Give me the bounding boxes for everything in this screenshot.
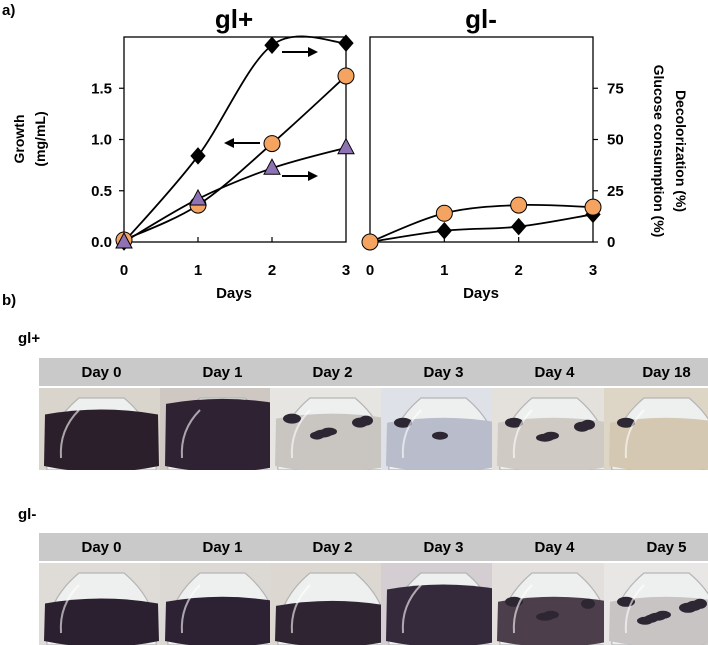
arrow-right-icon [308, 171, 318, 181]
flask-photo [270, 563, 395, 645]
diamond-marker [264, 36, 280, 54]
chart-gl-minus: gl- Days Decolorization (%) Glucose cons… [361, 4, 689, 302]
flask-photo-tile: Day 2 [270, 533, 395, 645]
day-label: Day 3 [381, 358, 506, 386]
flask-photo [492, 563, 617, 645]
row-label-gl-plus: gl+ [18, 330, 41, 347]
x-tick-label: 1 [194, 262, 202, 279]
flask-photo-tile: Day 5 [604, 533, 708, 645]
diamond-marker [338, 34, 354, 52]
chart-title: gl+ [215, 4, 253, 34]
right-axis-label-outer: Decolorization (%) [673, 90, 689, 212]
day-label: Day 2 [270, 533, 395, 561]
x-axis-label: Days [216, 285, 252, 302]
flask-photo [160, 388, 285, 470]
day-label: Day 3 [381, 533, 506, 561]
day-label: Day 2 [270, 358, 395, 386]
flask-photo-tile: Day 1 [160, 358, 285, 470]
y-tick-label: 0.5 [91, 183, 112, 200]
x-tick-label: 0 [120, 262, 128, 279]
circle-marker [337, 67, 355, 85]
day-label: Day 18 [604, 358, 708, 386]
x-tick-label: 2 [268, 262, 276, 279]
flask-photo-tile: Day 4 [492, 358, 617, 470]
flask-photo-tile: Day 1 [160, 533, 285, 645]
y-tick-label: 1.0 [91, 132, 112, 149]
flask-photo-tile: Day 2 [270, 358, 395, 470]
x-tick-label: 0 [366, 262, 374, 279]
arrow-left-icon [224, 138, 234, 148]
series-line [123, 75, 347, 241]
y-axis-label-line1: Growth [11, 115, 27, 164]
series-line [123, 146, 347, 243]
flask-photo-tile: Day 0 [39, 533, 164, 645]
chart-title: gl- [465, 4, 497, 34]
charts-area: gl+ Growth (mg/mL) Days 0 1 2 3 0.0 0.5 1.0 1.5… [11, 4, 689, 302]
flask-photo-tile: Day 3 [381, 533, 506, 645]
flask-photo-tile: Day 0 [39, 358, 164, 470]
flask-photo-tile: Day 4 [492, 533, 617, 645]
y2-tick-label: 0 [607, 234, 615, 251]
flask-photo-tile: Day 18 [604, 358, 708, 470]
circle-marker [584, 198, 602, 216]
x-tick-label: 3 [342, 262, 350, 279]
panel-a-label: a) [2, 2, 16, 19]
x-tick-label: 2 [514, 262, 522, 279]
flask-photo [39, 563, 164, 645]
arrow-right-icon [308, 47, 318, 57]
y-tick-label: 1.5 [91, 80, 112, 97]
flask-photo [381, 388, 506, 470]
day-label: Day 4 [492, 533, 617, 561]
chart-gl-plus: gl+ Growth (mg/mL) Days 0 1 2 3 0.0 0.5 1.0 1.5 [11, 4, 355, 302]
series-line [369, 203, 594, 243]
day-label: Day 1 [160, 358, 285, 386]
x-tick-label: 3 [589, 262, 597, 279]
flask-photo [39, 388, 164, 470]
circle-marker [361, 233, 379, 251]
circle-marker [510, 196, 528, 214]
flask-photo [270, 388, 395, 470]
circle-marker [263, 135, 281, 153]
right-axis-label-inner: Glucose consumption (%) [651, 65, 667, 238]
triangle-marker [263, 158, 281, 175]
plot-frame [369, 36, 594, 243]
series-line [123, 35, 347, 243]
plot-frame [123, 36, 347, 243]
y2-tick-label: 25 [607, 183, 624, 200]
diamond-marker [511, 217, 527, 236]
y-tick-label: 0.0 [91, 234, 112, 251]
triangle-marker [189, 188, 207, 206]
row-label-gl-minus: gl- [18, 506, 37, 523]
diamond-marker [436, 221, 452, 240]
flask-photo [160, 563, 285, 645]
flask-photo [604, 388, 708, 470]
y-axis-label-line2: (mg/mL) [32, 111, 48, 166]
diamond-marker [190, 147, 206, 165]
flask-photo [604, 563, 708, 645]
day-label: Day 0 [39, 533, 164, 561]
x-tick-label: 1 [440, 262, 448, 279]
day-label: Day 1 [160, 533, 285, 561]
y2-tick-label: 50 [607, 132, 624, 149]
triangle-marker [337, 137, 355, 155]
triangle-marker [115, 231, 133, 249]
x-axis-label: Days [463, 285, 499, 302]
day-label: Day 4 [492, 358, 617, 386]
flask-photo [492, 388, 617, 470]
day-label: Day 0 [39, 358, 164, 386]
panel-b-label: b) [2, 292, 17, 309]
flask-photo [381, 563, 506, 645]
flask-photo-tile: Day 3 [381, 358, 506, 470]
circle-marker [435, 204, 453, 222]
series-line [369, 213, 594, 243]
y2-tick-label: 75 [607, 80, 624, 97]
day-label: Day 5 [604, 533, 708, 561]
